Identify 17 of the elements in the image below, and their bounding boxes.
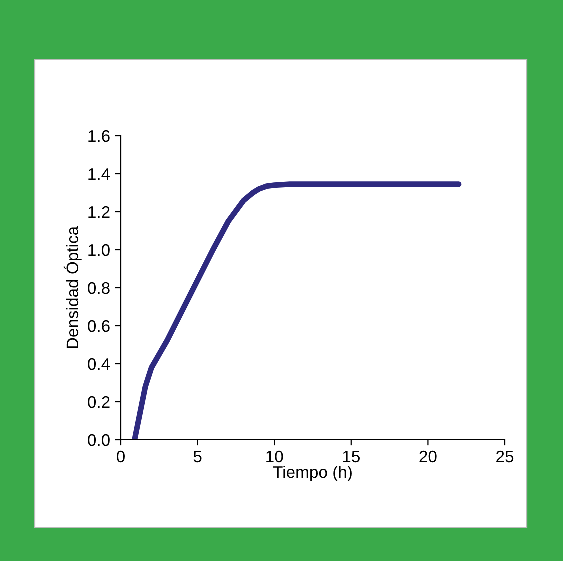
y-tick-label: 0.4 [88,358,110,370]
x-tick-label: 0 [117,450,125,463]
y-tick-label: 1.2 [88,206,110,218]
y-tick-label: 0.6 [88,320,110,332]
x-tick-label: 20 [420,450,437,463]
y-axis-title: Densidad Óptica [64,226,82,348]
y-tick-label: 1.4 [88,168,110,180]
x-axis-title: Tiempo (h) [273,466,352,482]
y-tick-label: 1.6 [88,130,110,142]
x-tick-label: 25 [496,450,514,463]
y-tick-label: 0.8 [88,282,110,294]
y-tick-label: 0.0 [88,434,110,446]
x-tick-label: 15 [343,451,360,463]
x-tick-label: 10 [266,450,284,463]
y-tick-label: 0.2 [88,396,110,408]
y-tick-label: 1.0 [88,244,110,256]
x-tick-label: 5 [194,451,202,463]
